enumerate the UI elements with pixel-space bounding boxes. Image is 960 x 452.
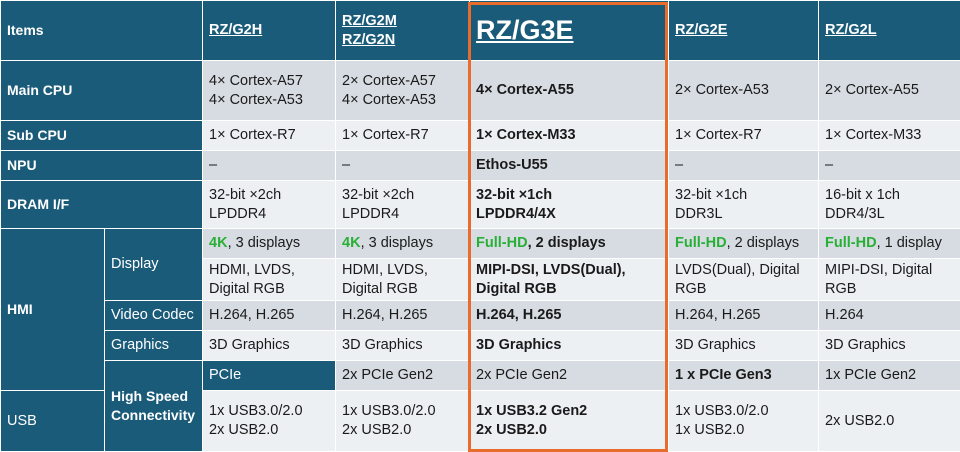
cell: H.264, H.265 — [203, 301, 336, 331]
cell: 1× Cortex-M33 — [819, 121, 960, 151]
row-label-npu: NPU — [1, 151, 203, 181]
cell: H.264, H.265 — [336, 301, 470, 331]
cell: HDMI, LVDS,Digital RGB — [336, 259, 470, 301]
row-display-resolution: HMI Display 4K, 3 displays 4K, 3 display… — [1, 229, 960, 259]
cell: 4× Cortex-A55 — [470, 61, 669, 121]
row-label-hmi: HMI — [1, 229, 105, 391]
cell: H.264, H.265 — [669, 301, 819, 331]
cell: 3D Graphics — [669, 331, 819, 361]
cell: – — [819, 151, 960, 181]
sub-label-graphics: Graphics — [105, 331, 203, 361]
cell: 1× Cortex-R7 — [203, 121, 336, 151]
col-header-rz-g2l[interactable]: RZ/G2L — [819, 1, 960, 61]
col-header-rz-g3e[interactable]: RZ/G3E — [470, 1, 669, 61]
row-label-sub-cpu: Sub CPU — [1, 121, 203, 151]
cell: – — [336, 151, 470, 181]
row-graphics: Graphics 3D Graphics 3D Graphics 3D Grap… — [1, 331, 960, 361]
cell: – — [669, 151, 819, 181]
row-sub-cpu: Sub CPU 1× Cortex-R7 1× Cortex-R7 1× Cor… — [1, 121, 960, 151]
row-npu: NPU – – Ethos-U55 – – — [1, 151, 960, 181]
cell: 2x PCIe Gen2 — [470, 361, 669, 391]
cell: 3D Graphics — [470, 331, 669, 361]
cell: Full-HD, 1 display — [819, 229, 960, 259]
sub-label-usb: USB — [1, 391, 105, 452]
sub-label-video-codec: Video Codec — [105, 301, 203, 331]
cell: 3D Graphics — [819, 331, 960, 361]
row-video-codec: Video Codec H.264, H.265 H.264, H.265 H.… — [1, 301, 960, 331]
cell: H.264, H.265 — [470, 301, 669, 331]
cell: 2× Cortex-A55 — [819, 61, 960, 121]
cell: 1× Cortex-R7 — [669, 121, 819, 151]
cell: 2x USB2.0 — [819, 391, 960, 452]
cell: 1× Cortex-R7 — [336, 121, 470, 151]
cell: 3D Graphics — [336, 331, 470, 361]
cell: 4K, 3 displays — [336, 229, 470, 259]
cell: 1× Cortex-M33 — [470, 121, 669, 151]
sub-label-display: Display — [105, 229, 203, 301]
row-label-dram: DRAM I/F — [1, 181, 203, 229]
header-row: Items RZ/G2H RZ/G2M RZ/G2N RZ/G3E RZ/G2E… — [1, 1, 960, 61]
cell: 1 x PCIe Gen3 — [669, 361, 819, 391]
sub-label-pcie: PCIe — [203, 361, 336, 391]
cell: H.264 — [819, 301, 960, 331]
cell: 2× Cortex-A53 — [669, 61, 819, 121]
cell: 4K, 3 displays — [203, 229, 336, 259]
cell: Ethos-U55 — [470, 151, 669, 181]
cell: Full-HD, 2 displays — [470, 229, 669, 259]
cell: Full-HD, 2 displays — [669, 229, 819, 259]
cell: – — [203, 151, 336, 181]
col-header-rz-g2e[interactable]: RZ/G2E — [669, 1, 819, 61]
cell: MIPI-DSI, LVDS(Dual),Digital RGB — [470, 259, 669, 301]
cell: 3D Graphics — [203, 331, 336, 361]
cell: 1x PCIe Gen2 — [819, 361, 960, 391]
items-header: Items — [1, 1, 203, 61]
col-header-rz-g2h[interactable]: RZ/G2H — [203, 1, 336, 61]
cell: 2x PCIe Gen2 — [336, 361, 470, 391]
col-header-rz-g2m-g2n[interactable]: RZ/G2M RZ/G2N — [336, 1, 470, 61]
row-label-main-cpu: Main CPU — [1, 61, 203, 121]
cell: HDMI, LVDS,Digital RGB — [203, 259, 336, 301]
